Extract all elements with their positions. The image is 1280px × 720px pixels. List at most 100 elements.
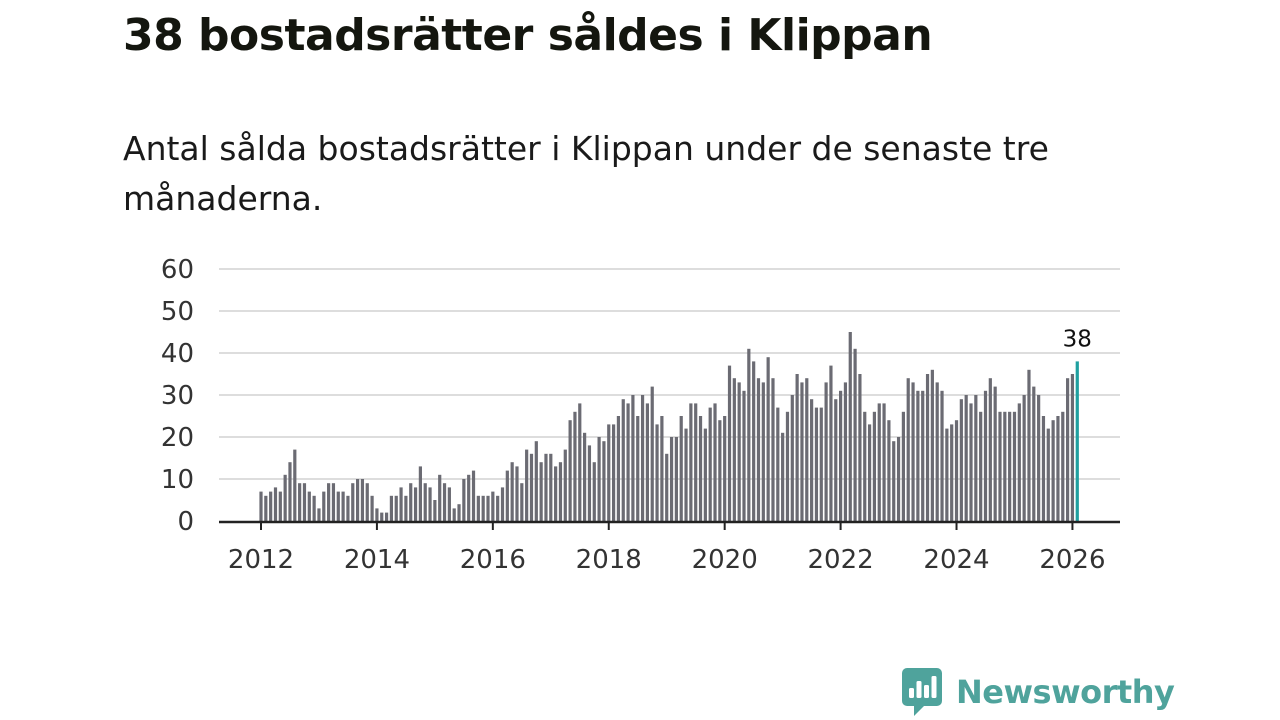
bar xyxy=(476,495,480,521)
bar xyxy=(375,508,379,521)
bar xyxy=(848,332,852,521)
bar xyxy=(544,453,548,521)
bar xyxy=(298,483,302,521)
bar xyxy=(356,479,360,521)
bar-latest xyxy=(1075,361,1079,521)
bar xyxy=(916,390,920,521)
bar xyxy=(438,474,442,521)
bar xyxy=(534,441,538,521)
bar xyxy=(602,441,606,521)
bar xyxy=(404,495,408,521)
bar xyxy=(732,378,736,521)
bar xyxy=(718,420,722,521)
bar xyxy=(418,466,422,521)
chart-title: 38 bostadsrätter såldes i Klippan xyxy=(123,10,933,61)
bar xyxy=(293,449,297,521)
bar xyxy=(264,495,268,521)
bar xyxy=(964,395,968,521)
bar xyxy=(568,420,572,521)
bar xyxy=(921,390,925,521)
x-axis xyxy=(219,520,1120,530)
bar xyxy=(563,449,567,521)
bar xyxy=(785,411,790,521)
bar xyxy=(1061,411,1065,521)
bar xyxy=(824,382,828,521)
bar xyxy=(578,403,582,521)
bar xyxy=(607,424,611,521)
bar xyxy=(442,483,447,521)
bar xyxy=(1017,403,1021,521)
bar xyxy=(684,428,688,521)
bar xyxy=(341,491,345,521)
bar xyxy=(611,424,616,521)
bar xyxy=(1056,416,1060,521)
bar xyxy=(805,378,809,521)
bar xyxy=(447,487,451,521)
y-tick-label: 30 xyxy=(161,381,194,411)
bar xyxy=(554,466,558,521)
chart-subtitle: Antal sålda bostadsrätter i Klippan unde… xyxy=(123,129,1049,218)
bar xyxy=(496,495,500,521)
bar xyxy=(525,449,529,521)
bar xyxy=(360,479,365,521)
bar xyxy=(273,487,278,521)
x-tick-label: 2020 xyxy=(692,545,758,575)
bar xyxy=(969,403,973,521)
bar xyxy=(631,395,635,521)
bar xyxy=(843,382,848,521)
x-tick-label: 2022 xyxy=(808,545,874,575)
bar xyxy=(481,495,485,521)
bar xyxy=(462,479,466,521)
bar xyxy=(723,416,727,521)
bar xyxy=(312,495,316,521)
bar xyxy=(370,495,374,521)
bar xyxy=(592,462,596,521)
bar xyxy=(380,512,384,521)
bar xyxy=(819,407,823,521)
bar xyxy=(993,386,997,521)
bar xyxy=(515,466,519,521)
bar xyxy=(761,382,765,521)
bar xyxy=(636,416,640,521)
x-tick-label: 2016 xyxy=(460,545,526,575)
bar xyxy=(790,395,794,521)
bar xyxy=(911,382,915,521)
bar xyxy=(708,407,712,521)
bar xyxy=(945,428,949,521)
bar xyxy=(906,378,910,521)
bar xyxy=(640,395,645,521)
bar xyxy=(655,424,659,521)
bar xyxy=(703,428,707,521)
bars xyxy=(259,332,1079,521)
bar xyxy=(597,437,601,521)
bar xyxy=(307,491,311,521)
bar xyxy=(302,483,307,521)
bar xyxy=(737,382,741,521)
bar xyxy=(781,432,785,521)
bar xyxy=(510,462,514,521)
bar xyxy=(467,474,471,521)
bar xyxy=(1022,395,1026,521)
bar xyxy=(650,386,654,521)
bar xyxy=(1046,428,1050,521)
bar xyxy=(327,483,331,521)
bar xyxy=(1012,411,1017,521)
y-tick-label: 10 xyxy=(161,465,194,495)
bar xyxy=(452,508,456,521)
x-tick-label: 2012 xyxy=(228,545,294,575)
bar xyxy=(930,369,934,521)
bar xyxy=(766,357,770,521)
bar xyxy=(1027,369,1031,521)
bar xyxy=(998,411,1002,521)
bar xyxy=(689,403,693,521)
bar xyxy=(901,411,905,521)
y-tick-label: 0 xyxy=(177,507,194,537)
bar xyxy=(399,487,403,521)
x-tick-label: 2026 xyxy=(1039,545,1105,575)
bar xyxy=(756,378,761,521)
bar xyxy=(269,491,273,521)
bar xyxy=(674,437,678,521)
bar xyxy=(752,361,756,521)
bar xyxy=(1008,411,1012,521)
